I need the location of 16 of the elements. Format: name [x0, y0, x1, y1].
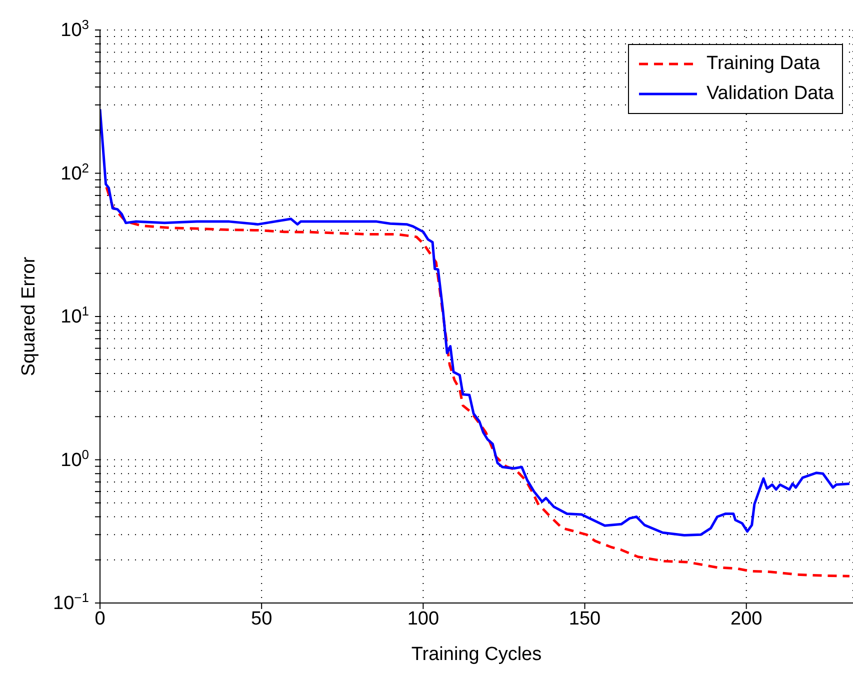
legend-label: Validation Data — [706, 82, 834, 106]
x-tick-label: 200 — [730, 608, 762, 630]
line-series — [100, 108, 851, 537]
legend-label: Training Data — [706, 52, 820, 76]
line-series — [105, 186, 851, 578]
y-tick-label: 10$^{3}$ — [60, 16, 89, 41]
y-tick-label: 10$^{1}$ — [60, 303, 89, 328]
x-tick-label: 50 — [251, 608, 272, 630]
x-tick-label: 100 — [407, 608, 440, 630]
y-tick-label: 10$^{0}$ — [60, 446, 89, 471]
y-tick-label: 10$^{−1}$ — [53, 590, 89, 614]
y-tick-label: 10$^{2}$ — [60, 160, 89, 184]
x-tick-label: 150 — [568, 608, 601, 630]
x-tick-label: 0 — [94, 608, 106, 630]
y-axis-title: Squared Error — [18, 256, 40, 376]
x-axis-title: Training Cycles — [411, 644, 542, 665]
